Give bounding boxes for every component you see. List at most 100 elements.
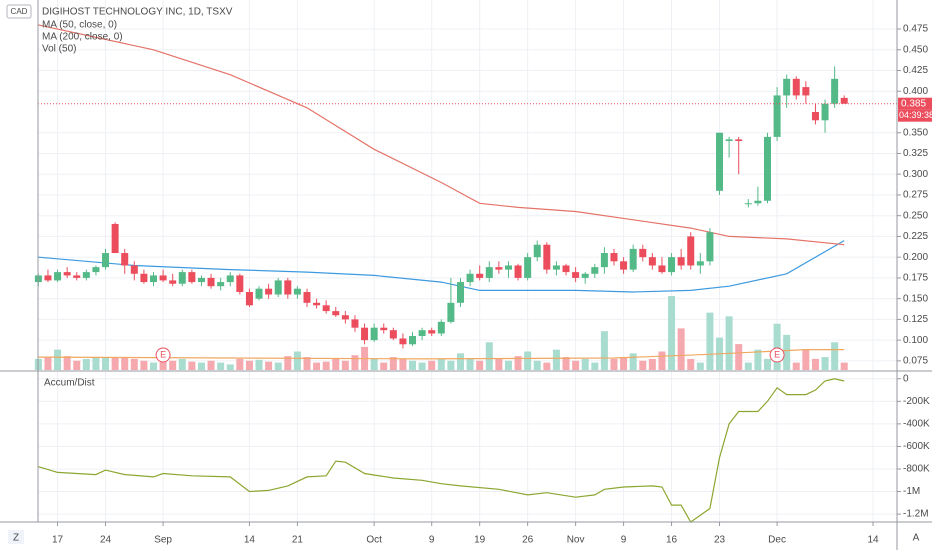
volume-bar [514, 356, 522, 370]
volume-bar [178, 358, 186, 370]
volume-bar [533, 360, 541, 370]
candle-body [773, 95, 781, 137]
candle-body [82, 272, 90, 278]
volume-bar [274, 362, 282, 370]
volume-bar [562, 357, 570, 370]
currency: CAD [11, 7, 28, 16]
event-label: E [774, 349, 780, 359]
candle-body [437, 321, 445, 334]
candle-body [380, 327, 388, 331]
countdown: 04:39:38 [899, 110, 932, 120]
candle-body [466, 273, 474, 283]
candle-body [735, 139, 743, 142]
candle-body [409, 335, 417, 345]
candle-body [456, 282, 464, 303]
volume-bar [572, 360, 580, 370]
candle-body [428, 330, 436, 334]
volume-bar [831, 342, 839, 370]
candle-body [783, 78, 791, 96]
volume-bar [140, 360, 148, 370]
volume-bar [380, 362, 388, 370]
candle-body [696, 261, 704, 266]
candle-body [620, 261, 628, 270]
y-tick-label: 0.200 [903, 252, 928, 263]
y-tick-label: -1.2M [903, 509, 929, 520]
volume-bar [236, 358, 244, 370]
y-tick-label: 0.450 [903, 44, 928, 55]
volume-bar [399, 358, 407, 370]
line [38, 240, 845, 293]
y-tick-label: 0.275 [903, 190, 928, 201]
y-tick-label: 0.300 [903, 169, 928, 180]
toolbar-left[interactable]: Z [13, 533, 19, 544]
event-marker [769, 347, 785, 363]
x-tick-label: Nov [567, 535, 585, 546]
candle-body [572, 272, 580, 278]
x-tick-label: 14 [244, 535, 256, 546]
volume-bar [130, 358, 138, 370]
volume-bar [188, 361, 196, 370]
y-tick-label: 0.325 [903, 148, 928, 159]
candle-body [600, 253, 608, 268]
event-marker [155, 347, 171, 363]
volume-bar [351, 355, 359, 370]
labels: 0.075 0.100 0.125 0.150 0.175 0.200 0.225 0.250… [42, 20, 932, 546]
volume-bar [668, 296, 676, 370]
last-price-label: 0.385 [901, 98, 926, 109]
x-tick-label: 9 [429, 535, 435, 546]
volume-bar [552, 349, 560, 370]
candle-body [121, 253, 129, 266]
volume-bar [620, 357, 628, 370]
volume-bar [696, 362, 704, 370]
candle-body [63, 272, 71, 276]
line [38, 24, 845, 246]
x-tick-label: Oct [366, 535, 382, 546]
y-tick-label: 0.125 [903, 314, 928, 325]
y-tick-label: 0.175 [903, 273, 928, 284]
volume-bar [207, 360, 215, 370]
volume-bar [658, 351, 666, 370]
x-tick-label: 16 [666, 535, 678, 546]
candle-body [581, 273, 589, 278]
candle-body [370, 327, 378, 341]
volume-bar [121, 357, 129, 370]
candle-body [140, 273, 148, 283]
volume-bar [648, 358, 656, 370]
volume-bar [226, 364, 234, 370]
candle-body [754, 200, 762, 204]
y-tick-label: 0.250 [903, 210, 928, 221]
toolbar-right[interactable]: A [913, 533, 920, 544]
y-tick-label: -600K [903, 441, 930, 452]
candle-body [639, 248, 647, 258]
candle-body [255, 288, 263, 299]
volume-bar [476, 360, 484, 370]
candle-body [169, 280, 177, 284]
candle-body [332, 311, 340, 316]
candle-body [226, 275, 234, 283]
legend-entry: MA (50, close, 0) [42, 20, 117, 31]
x-tick-label: 17 [52, 535, 64, 546]
volume-bar [111, 357, 119, 370]
volume-bar [293, 351, 301, 370]
legend-entry: Vol (50) [42, 44, 76, 55]
candle-body [725, 139, 733, 142]
candle-body [236, 275, 244, 293]
candle-body [504, 265, 512, 270]
volume-bar [437, 358, 445, 370]
volume-bar [821, 357, 829, 370]
x-tick-label: Sep [154, 535, 172, 546]
candle-body [92, 267, 100, 273]
volume-bar [840, 362, 848, 370]
candle-body [802, 87, 810, 96]
volume-bar [763, 358, 771, 370]
toolbar-button[interactable] [8, 530, 24, 544]
last-price-tag [898, 97, 932, 110]
candle-body [610, 253, 618, 262]
candle-body [111, 223, 119, 254]
volume-bar [428, 360, 436, 370]
candle-body [54, 272, 62, 281]
candle-body [178, 272, 186, 284]
